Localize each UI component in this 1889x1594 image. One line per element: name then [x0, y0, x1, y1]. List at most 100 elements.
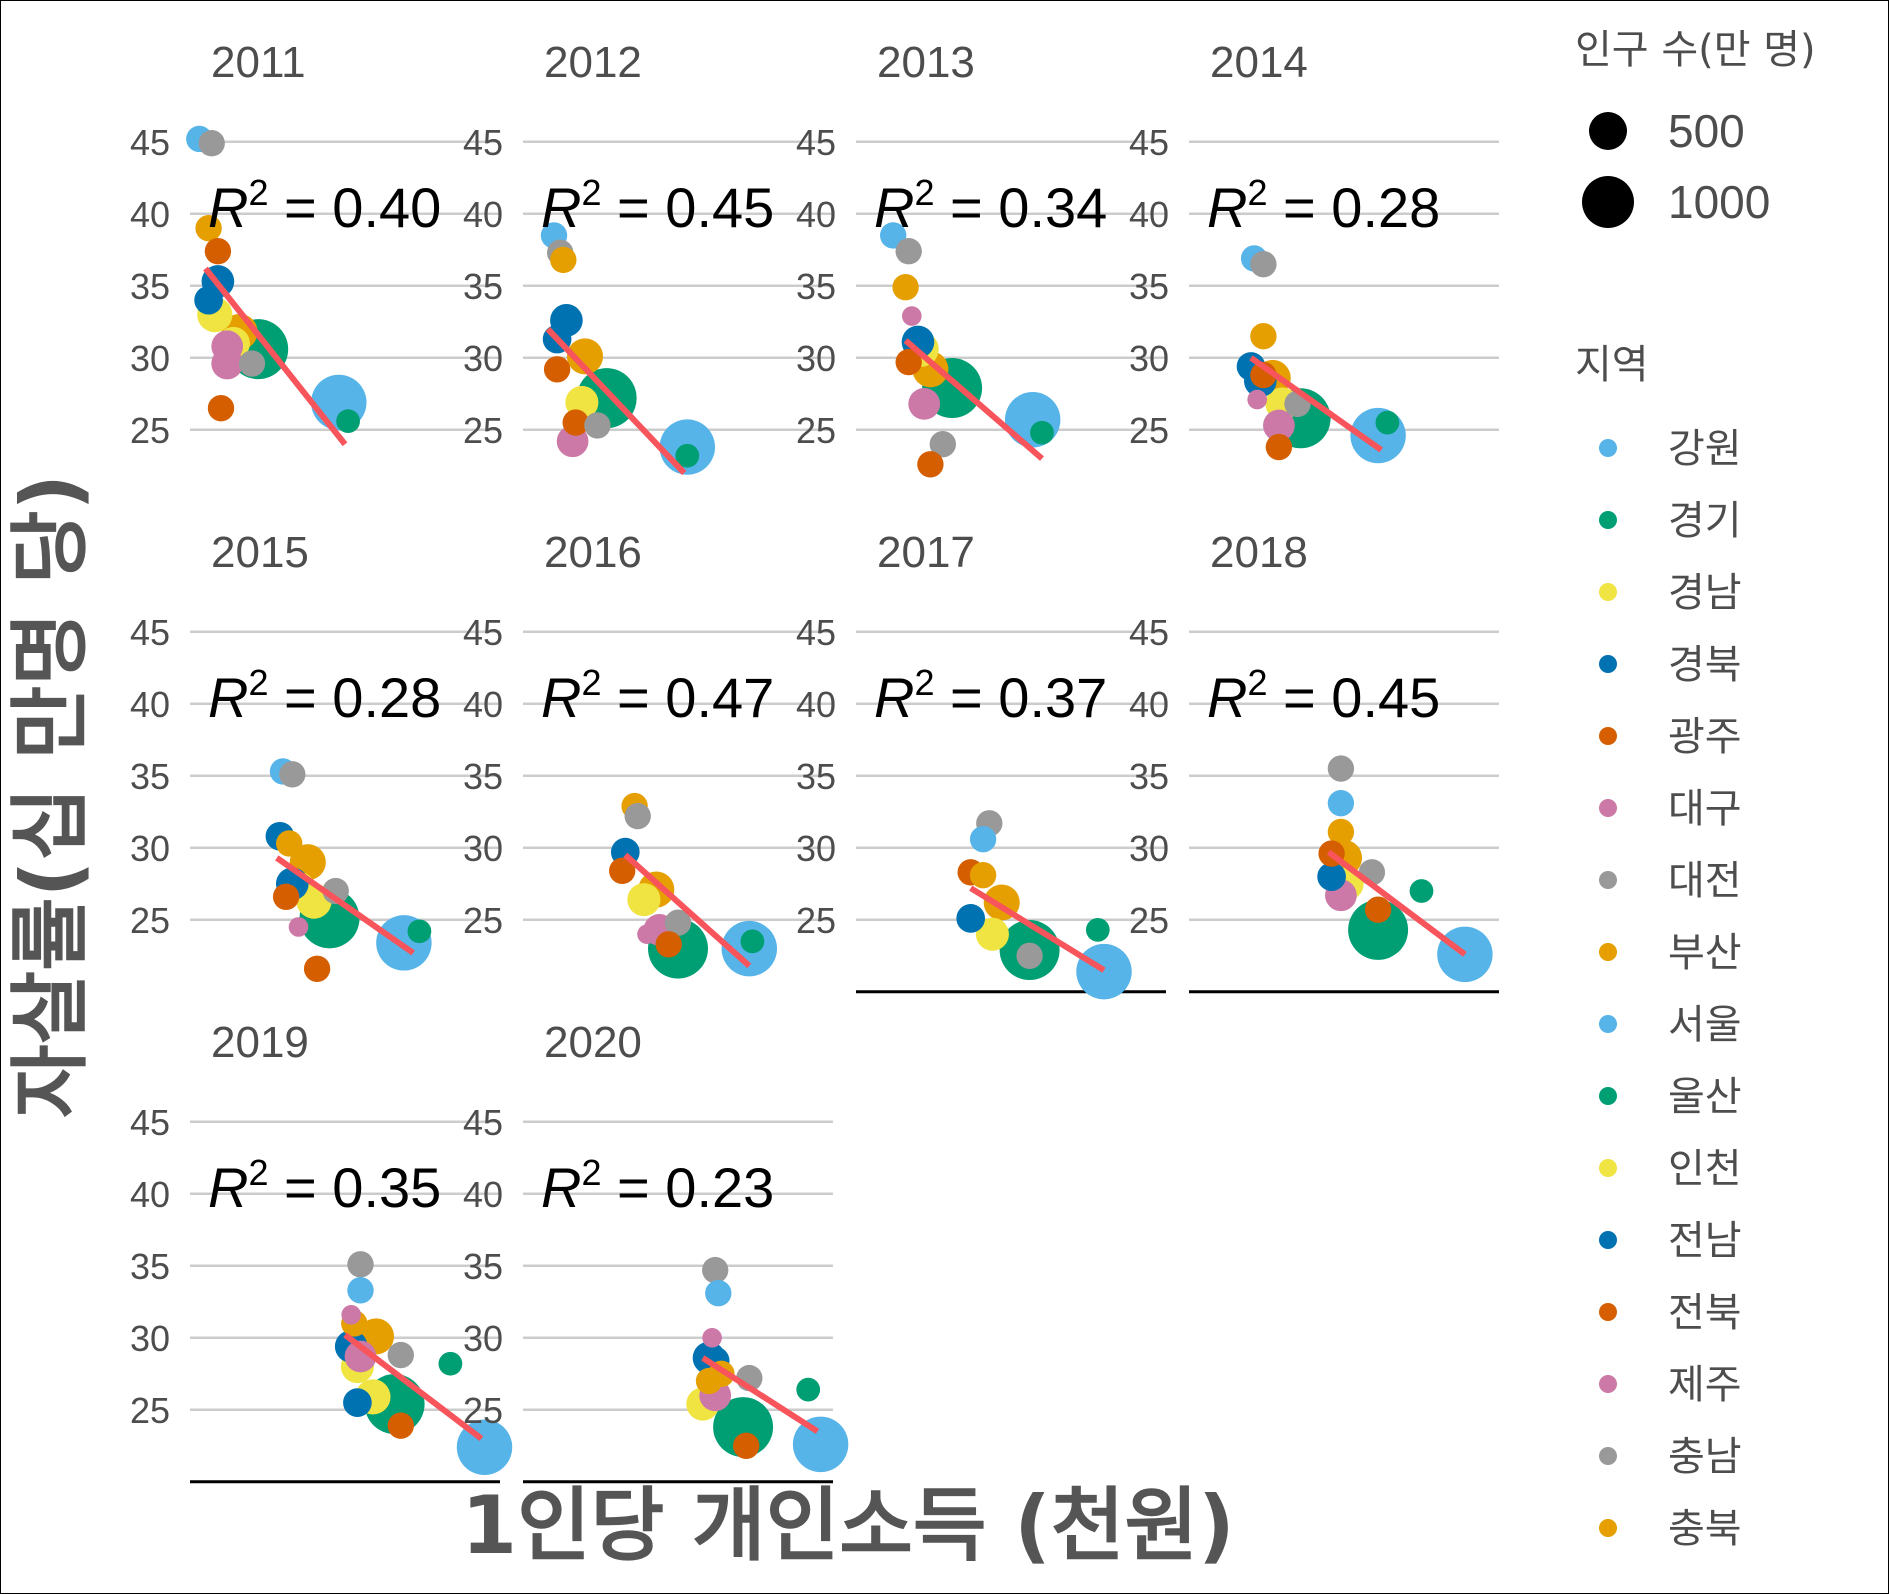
color-legend-label: 대구 — [1668, 786, 1742, 832]
y-tick-label: 40 — [1129, 194, 1169, 235]
r-squared-label: R2 = 0.45 — [1207, 662, 1440, 729]
color-legend-label: 제주 — [1668, 1362, 1742, 1408]
data-point-제주 — [288, 917, 309, 937]
y-tick-label: 40 — [130, 1174, 170, 1215]
y-axis-title: 자살률(십 만명 당) — [4, 474, 97, 1118]
data-point-울산 — [438, 1351, 463, 1376]
data-point-광주 — [1265, 433, 1293, 461]
data-point-광주 — [917, 451, 944, 478]
facet-panel-2012: 2012 25 30 35 40 45 R2 = 0.45 — [463, 38, 833, 476]
data-point-충북 — [892, 274, 919, 301]
trend-line — [969, 885, 1106, 973]
facet-panel-2011: 2011 25 30 35 40 45 R2 = 0.40 — [130, 38, 500, 451]
y-tick-label: 25 — [463, 410, 503, 451]
y-tick-label: 25 — [796, 410, 836, 451]
y-tick-label: 40 — [130, 684, 170, 725]
r-squared-label: R2 = 0.37 — [874, 662, 1107, 729]
data-point-광주 — [562, 409, 589, 436]
color-legend-label: 부산 — [1668, 930, 1742, 976]
color-legend-key — [1599, 1303, 1617, 1321]
y-tick-label: 35 — [130, 756, 170, 797]
y-tick-label: 40 — [796, 684, 836, 725]
y-tick-label: 40 — [796, 194, 836, 235]
color-legend-key — [1599, 511, 1617, 529]
y-tick-label: 30 — [796, 828, 836, 869]
panel-title: 2019 — [211, 1018, 309, 1067]
x-axis-title: 1인당 개인소득 (천원) — [461, 1479, 1234, 1572]
data-point-전남 — [1317, 862, 1346, 891]
data-point-제주 — [637, 924, 657, 945]
color-legend-label: 울산 — [1668, 1074, 1742, 1120]
color-legend-label: 경남 — [1668, 570, 1742, 616]
color-legend-label: 대전 — [1668, 858, 1742, 904]
y-tick-label: 45 — [1129, 612, 1169, 653]
y-tick-label: 30 — [463, 828, 503, 869]
data-point-강원 — [347, 1277, 374, 1304]
data-point-충북 — [195, 215, 222, 242]
data-point-대구 — [702, 1327, 722, 1348]
data-point-서울 — [1076, 943, 1132, 1000]
trend-line — [903, 338, 1044, 461]
y-tick-label: 35 — [1129, 756, 1169, 797]
y-tick-label: 30 — [130, 828, 170, 869]
facet-panel-2020: 2020 25 30 35 40 45 R2 = 0.23 — [463, 1018, 849, 1484]
color-legend-key — [1599, 1159, 1617, 1177]
y-tick-label: 25 — [130, 1390, 170, 1431]
color-legend-key — [1599, 439, 1617, 457]
data-point-대구 — [341, 1304, 362, 1325]
data-point-제주 — [901, 306, 922, 326]
color-legend-label: 강원 — [1668, 426, 1742, 472]
trend-line — [203, 266, 348, 447]
data-point-충북 — [276, 830, 303, 857]
trend-line — [1249, 355, 1383, 453]
y-tick-label: 25 — [1129, 900, 1169, 941]
data-point-광주 — [303, 955, 331, 982]
data-point-대전 — [1327, 755, 1355, 782]
y-tick-label: 45 — [130, 1102, 170, 1143]
trend-line — [275, 855, 415, 956]
data-point-인천 — [627, 883, 661, 917]
r-squared-label: R2 = 0.28 — [208, 662, 441, 729]
color-legend-title: 지역 — [1575, 342, 1649, 388]
data-point-울산 — [1409, 879, 1434, 903]
color-legend-key — [1599, 1015, 1617, 1033]
y-tick-label: 35 — [130, 266, 170, 307]
panel-title: 2015 — [211, 528, 309, 577]
data-point-강원 — [969, 825, 997, 853]
size-legend-label: 1000 — [1668, 176, 1770, 228]
color-legend-label: 충남 — [1668, 1434, 1742, 1480]
trend-line — [701, 1355, 820, 1434]
data-point-울산 — [675, 443, 700, 468]
data-point-대구 — [1263, 409, 1295, 442]
data-point-대구 — [344, 1340, 377, 1373]
data-point-인천 — [975, 917, 1009, 951]
trend-line — [343, 1332, 484, 1441]
y-tick-label: 45 — [796, 612, 836, 653]
color-legend-key — [1599, 943, 1617, 961]
y-tick-label: 40 — [463, 1174, 503, 1215]
data-point-광주 — [733, 1432, 760, 1459]
facet-panel-2018: 2018 25 30 35 40 45 R2 = 0.45 — [1129, 528, 1499, 994]
color-legend-label: 광주 — [1668, 714, 1742, 760]
data-point-대전 — [624, 802, 651, 830]
y-tick-label: 35 — [463, 756, 503, 797]
size-legend-title: 인구 수(만 명) — [1575, 27, 1816, 73]
y-tick-label: 30 — [1129, 828, 1169, 869]
y-tick-label: 45 — [463, 1102, 503, 1143]
y-tick-label: 45 — [463, 122, 503, 163]
color-legend-label: 전남 — [1668, 1218, 1742, 1264]
y-tick-label: 25 — [130, 900, 170, 941]
data-point-대전 — [198, 130, 225, 157]
data-point-강원 — [705, 1279, 732, 1307]
y-tick-label: 35 — [1129, 266, 1169, 307]
color-legend-label: 인천 — [1668, 1146, 1742, 1192]
y-tick-label: 35 — [463, 266, 503, 307]
facet-panel-2014: 2014 25 30 35 40 45 R2 = 0.28 — [1129, 38, 1499, 464]
y-tick-label: 45 — [463, 612, 503, 653]
color-legend-key — [1599, 1519, 1617, 1537]
trend-line — [1326, 849, 1467, 957]
data-point-광주 — [387, 1412, 414, 1439]
facet-panel-2015: 2015 25 30 35 40 45 R2 = 0.28 — [130, 528, 500, 982]
color-legend-key — [1599, 1375, 1617, 1393]
